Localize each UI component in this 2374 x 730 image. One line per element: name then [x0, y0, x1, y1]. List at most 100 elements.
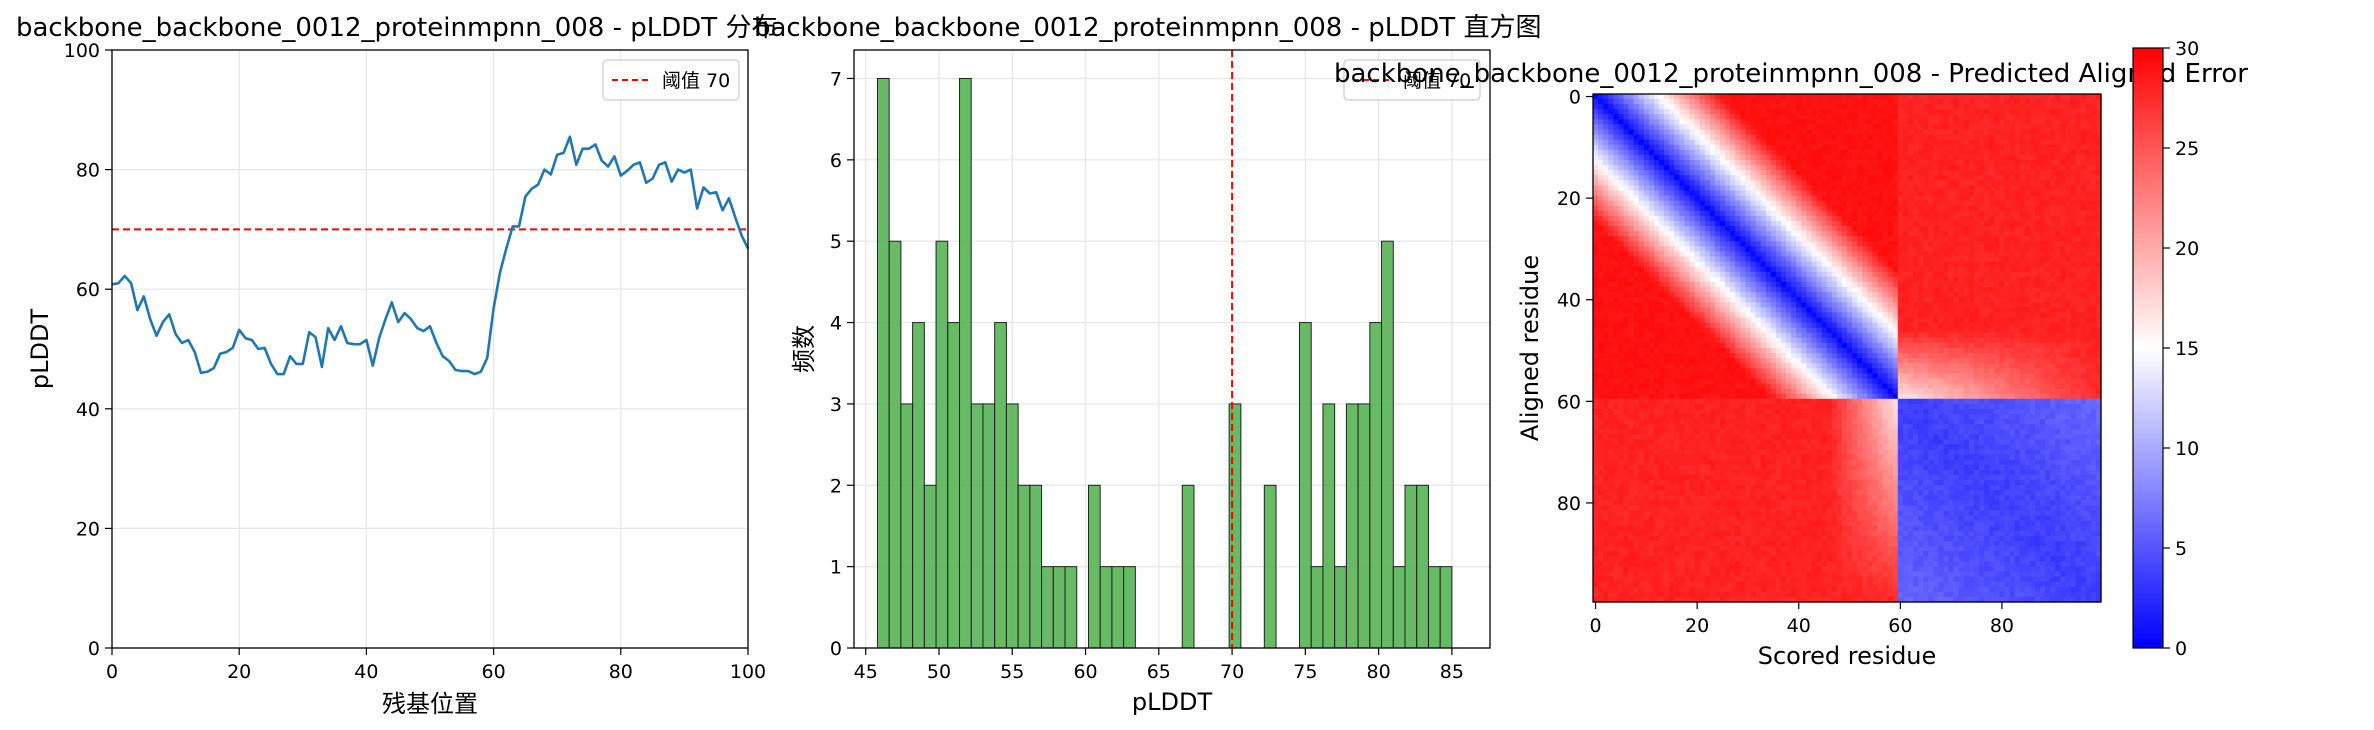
- pae-heatmap-cell: [1740, 210, 1746, 217]
- pae-heatmap-cell: [1618, 94, 1625, 100]
- pae-heatmap-cell: [2090, 129, 2097, 136]
- pae-heatmap-cell: [1598, 154, 1604, 161]
- pae-heatmap-cell: [1623, 104, 1630, 110]
- pae-heatmap-cell: [1598, 195, 1604, 202]
- pae-heatmap-cell: [1780, 200, 1787, 207]
- pae-heatmap-cell: [1659, 175, 1665, 181]
- line-chart-x-tick-label: 40: [354, 661, 378, 683]
- pae-heatmap-cell: [1806, 205, 1813, 212]
- pae-heatmap-cell: [1643, 287, 1650, 293]
- pae-heatmap-cell: [1613, 246, 1619, 253]
- pae-heatmap-cell: [1786, 236, 1792, 242]
- pae-heatmap-cell: [1735, 317, 1741, 324]
- pae-heatmap-cell: [1598, 276, 1604, 283]
- pae-heatmap-cell: [1984, 109, 1990, 115]
- pae-heatmap-cell: [1648, 276, 1655, 283]
- pae-heatmap-cell: [1979, 332, 1985, 339]
- pae-heatmap-cell: [2050, 144, 2056, 151]
- pae-heatmap-cell: [2045, 241, 2051, 247]
- pae-heatmap-cell: [1786, 221, 1792, 227]
- pae-heatmap-cell: [1750, 236, 1757, 242]
- pae-heatmap-cell: [1730, 200, 1736, 207]
- pae-heatmap-cell: [2019, 261, 2026, 268]
- pae-heatmap-cell: [2080, 129, 2087, 136]
- pae-heatmap-cell: [1699, 170, 1706, 176]
- pae-heatmap-cell: [1907, 271, 1914, 278]
- pae-heatmap-cell: [1679, 287, 1686, 293]
- pae-heatmap-cell: [2075, 215, 2082, 222]
- pae-heatmap-cell: [1852, 307, 1858, 314]
- pae-heatmap-cell: [1618, 246, 1625, 253]
- pae-heatmap-cell: [1928, 154, 1934, 161]
- pae-heatmap-cell: [1750, 261, 1757, 268]
- pae-heatmap-cell: [1877, 94, 1884, 100]
- pae-heatmap-cell: [1994, 312, 2000, 319]
- pae-heatmap-cell: [1821, 327, 1828, 334]
- pae-heatmap-cell: [2014, 256, 2021, 263]
- pae-heatmap-cell: [1938, 231, 1945, 237]
- pae-heatmap-cell: [1780, 175, 1787, 181]
- pae-heatmap-cell: [1694, 210, 1701, 217]
- pae-heatmap-cell: [2075, 104, 2082, 110]
- pae-heatmap-cell: [1618, 170, 1625, 176]
- pae-heatmap-cell: [2075, 99, 2082, 105]
- pae-heatmap-cell: [2065, 119, 2072, 126]
- pae-heatmap-cell: [1948, 124, 1955, 131]
- pae-heatmap-cell: [2004, 200, 2011, 207]
- pae-heatmap-cell: [1841, 165, 1848, 171]
- pae-heatmap-cell: [1958, 292, 1965, 298]
- pae-heatmap-cell: [1684, 226, 1691, 232]
- pae-heatmap-cell: [1791, 292, 1797, 298]
- pae-heatmap-cell: [1638, 297, 1645, 303]
- pae-heatmap-cell: [1948, 129, 1955, 136]
- pae-heatmap-cell: [1984, 281, 1990, 288]
- pae-heatmap-cell: [1643, 154, 1650, 161]
- pae-heatmap-cell: [1593, 221, 1599, 227]
- pae-heatmap-cell: [1714, 251, 1721, 258]
- pae-heatmap-cell: [1918, 180, 1924, 187]
- pae-heatmap-cell: [1740, 297, 1746, 303]
- pae-heatmap-cell: [1775, 327, 1782, 334]
- pae-heatmap-cell: [1720, 281, 1726, 288]
- pae-heatmap-cell: [1598, 236, 1604, 242]
- pae-heatmap-cell: [1867, 104, 1873, 110]
- pae-heatmap-cell: [2029, 129, 2036, 136]
- pae-heatmap-cell: [1791, 144, 1797, 151]
- pae-heatmap-cell: [1770, 226, 1777, 232]
- pae-heatmap-cell: [1902, 287, 1909, 293]
- pae-heatmap-cell: [1928, 210, 1934, 217]
- pae-heatmap-cell: [1882, 170, 1889, 176]
- pae-heatmap-cell: [1643, 205, 1650, 212]
- pae-heatmap-cell: [1648, 241, 1655, 247]
- pae-heatmap-cell: [1755, 129, 1762, 136]
- pae-heatmap-cell: [1963, 287, 1970, 293]
- pae-heatmap-cell: [1699, 292, 1706, 298]
- pae-heatmap-cell: [1786, 281, 1792, 288]
- pae-heatmap-cell: [1913, 165, 1919, 171]
- pae-heatmap-cell: [1806, 139, 1813, 146]
- pae-heatmap-cell: [1613, 185, 1619, 192]
- pae-heatmap-cell: [1872, 215, 1879, 222]
- pae-heatmap-cell: [1974, 195, 1980, 202]
- pae-heatmap-cell: [1902, 266, 1909, 273]
- pae-heatmap-cell: [1669, 200, 1675, 207]
- pae-heatmap-cell: [1826, 297, 1833, 303]
- pae-heatmap-cell: [1801, 281, 1807, 288]
- pae-heatmap-cell: [1907, 119, 1914, 126]
- pae-heatmap-cell: [1714, 104, 1721, 110]
- pae-heatmap-cell: [1664, 104, 1670, 110]
- pae-heatmap-cell: [1811, 139, 1818, 146]
- pae-heatmap-cell: [1598, 160, 1604, 166]
- pae-heatmap-cell: [1643, 139, 1650, 146]
- pae-heatmap-cell: [1669, 337, 1675, 344]
- pae-heatmap-cell: [1689, 266, 1696, 273]
- pae-heatmap-cell: [1806, 332, 1813, 339]
- pae-heatmap-cell: [1831, 144, 1838, 151]
- pae-heatmap-cell: [1938, 180, 1945, 187]
- pae-heatmap-cell: [1735, 271, 1741, 278]
- pae-heatmap-cell: [1999, 144, 2006, 151]
- pae-heatmap-cell: [1714, 221, 1721, 227]
- pae-heatmap-cell: [2085, 114, 2092, 120]
- pae-heatmap-cell: [1913, 200, 1919, 207]
- pae-heatmap-cell: [2014, 236, 2021, 242]
